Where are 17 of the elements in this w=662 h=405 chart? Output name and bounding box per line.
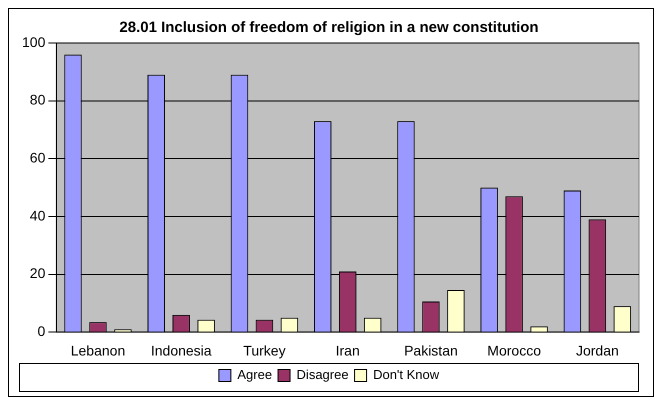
x-tick-label: Jordan bbox=[576, 342, 619, 358]
y-tick-label: 40 bbox=[30, 207, 46, 224]
x-tick-label: Morocco bbox=[487, 342, 542, 358]
x-tick-label: Turkey bbox=[243, 342, 286, 358]
legend-label: Disagree bbox=[296, 367, 349, 382]
chart-title: 28.01 Inclusion of freedom of religion in a new constitution bbox=[119, 19, 539, 36]
x-tick-label: Indonesia bbox=[150, 342, 212, 358]
y-tick-label: 20 bbox=[30, 265, 46, 282]
legend-label: Don't Know bbox=[373, 367, 440, 382]
y-tick-label: 60 bbox=[30, 150, 46, 166]
x-tick-label: Pakistan bbox=[404, 342, 458, 358]
y-tick-label: 0 bbox=[38, 323, 46, 340]
x-tick-label: Lebanon bbox=[70, 342, 126, 358]
y-tick-label: 100 bbox=[22, 34, 46, 50]
y-tick-label: 80 bbox=[30, 92, 46, 108]
legend-label: Agree bbox=[237, 367, 272, 382]
x-tick-label: Iran bbox=[336, 342, 360, 358]
